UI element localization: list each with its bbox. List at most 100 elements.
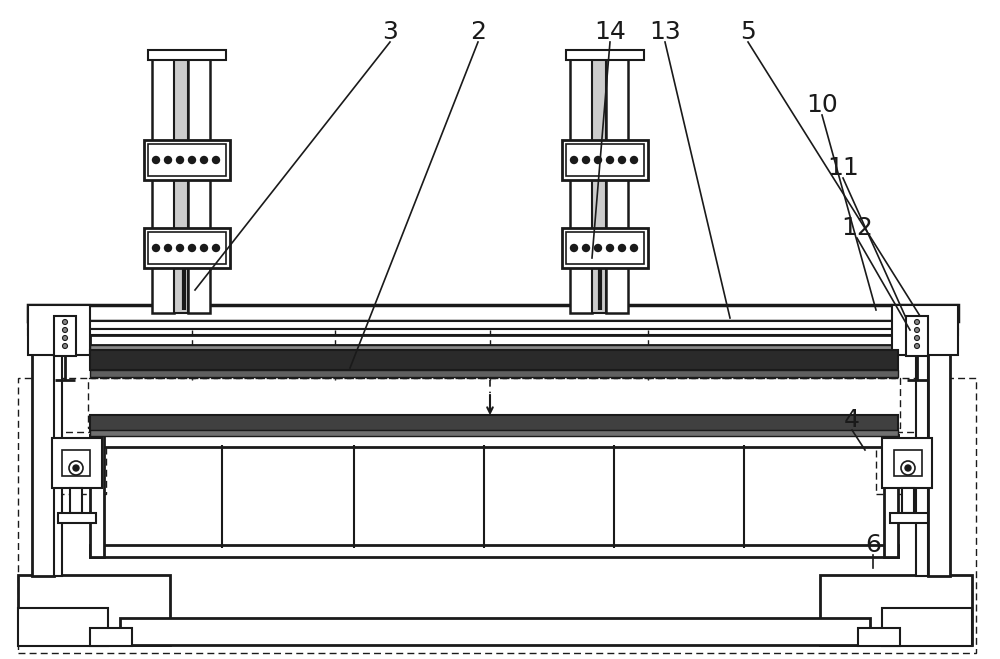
Bar <box>28 321 958 329</box>
Circle shape <box>606 156 614 163</box>
Circle shape <box>62 320 68 324</box>
Bar <box>906 316 928 356</box>
Circle shape <box>212 244 220 252</box>
Circle shape <box>914 320 920 324</box>
Text: 13: 13 <box>649 20 681 44</box>
Bar <box>566 50 644 60</box>
Circle shape <box>176 244 184 252</box>
Bar <box>882 438 932 488</box>
Bar <box>562 228 648 268</box>
Bar <box>882 608 972 646</box>
Text: 3: 3 <box>382 20 398 44</box>
Bar <box>54 318 62 576</box>
Circle shape <box>200 156 208 163</box>
Bar <box>858 628 900 646</box>
Bar <box>28 305 958 321</box>
Bar <box>592 55 606 313</box>
Bar <box>928 318 950 576</box>
Bar <box>152 55 174 313</box>
Bar <box>90 415 898 431</box>
Text: 12: 12 <box>841 216 873 240</box>
Circle shape <box>905 465 911 471</box>
Bar <box>28 329 958 335</box>
Bar <box>902 488 914 513</box>
Circle shape <box>570 244 578 252</box>
Bar <box>148 232 226 264</box>
Text: 4: 4 <box>844 408 860 432</box>
Circle shape <box>188 244 196 252</box>
Bar <box>606 55 628 313</box>
Circle shape <box>618 244 626 252</box>
Circle shape <box>62 343 68 349</box>
Circle shape <box>152 244 160 252</box>
Bar <box>876 432 936 494</box>
Circle shape <box>631 244 638 252</box>
Circle shape <box>901 461 915 475</box>
Circle shape <box>594 156 602 163</box>
Bar <box>18 575 170 645</box>
Bar <box>562 140 648 180</box>
Bar <box>70 488 82 513</box>
Circle shape <box>594 244 602 252</box>
Bar <box>90 345 898 350</box>
Bar <box>90 435 898 447</box>
Bar <box>28 308 62 323</box>
Bar <box>566 144 644 176</box>
Circle shape <box>188 156 196 163</box>
Bar <box>144 228 230 268</box>
Bar <box>188 55 210 313</box>
Bar <box>890 513 928 523</box>
Circle shape <box>212 156 220 163</box>
Bar <box>120 618 870 645</box>
Bar <box>90 350 898 370</box>
Bar <box>18 378 976 653</box>
Bar <box>62 450 90 476</box>
Bar <box>90 370 898 377</box>
Circle shape <box>164 156 172 163</box>
Bar <box>570 55 592 313</box>
Text: 10: 10 <box>806 93 838 117</box>
Bar <box>820 575 972 645</box>
Circle shape <box>914 328 920 333</box>
Bar <box>144 140 230 180</box>
Bar <box>148 50 226 60</box>
Bar <box>566 232 644 264</box>
Circle shape <box>176 156 184 163</box>
Text: 11: 11 <box>827 156 859 180</box>
Circle shape <box>62 328 68 333</box>
Circle shape <box>69 461 83 475</box>
Bar <box>920 308 954 323</box>
Bar <box>90 335 898 345</box>
Bar <box>28 305 90 355</box>
Circle shape <box>570 156 578 163</box>
Bar <box>32 318 54 576</box>
Circle shape <box>914 343 920 349</box>
Text: 6: 6 <box>865 533 881 557</box>
Text: 2: 2 <box>470 20 486 44</box>
Bar <box>916 318 928 576</box>
Circle shape <box>606 244 614 252</box>
Circle shape <box>914 335 920 341</box>
Bar <box>892 305 958 355</box>
Circle shape <box>152 156 160 163</box>
Bar <box>174 55 188 313</box>
Circle shape <box>618 156 626 163</box>
Circle shape <box>164 244 172 252</box>
Bar <box>90 430 898 436</box>
Bar <box>894 450 922 476</box>
Circle shape <box>631 156 638 163</box>
Bar <box>52 438 102 488</box>
Bar <box>18 608 108 646</box>
Bar <box>46 432 106 494</box>
Circle shape <box>73 465 79 471</box>
Bar <box>90 545 898 557</box>
Text: 5: 5 <box>740 20 756 44</box>
Circle shape <box>62 335 68 341</box>
Bar <box>90 628 132 646</box>
Bar <box>90 435 104 557</box>
Circle shape <box>200 244 208 252</box>
Bar <box>88 378 900 428</box>
Bar <box>884 435 898 557</box>
Text: 14: 14 <box>594 20 626 44</box>
Bar <box>58 513 96 523</box>
